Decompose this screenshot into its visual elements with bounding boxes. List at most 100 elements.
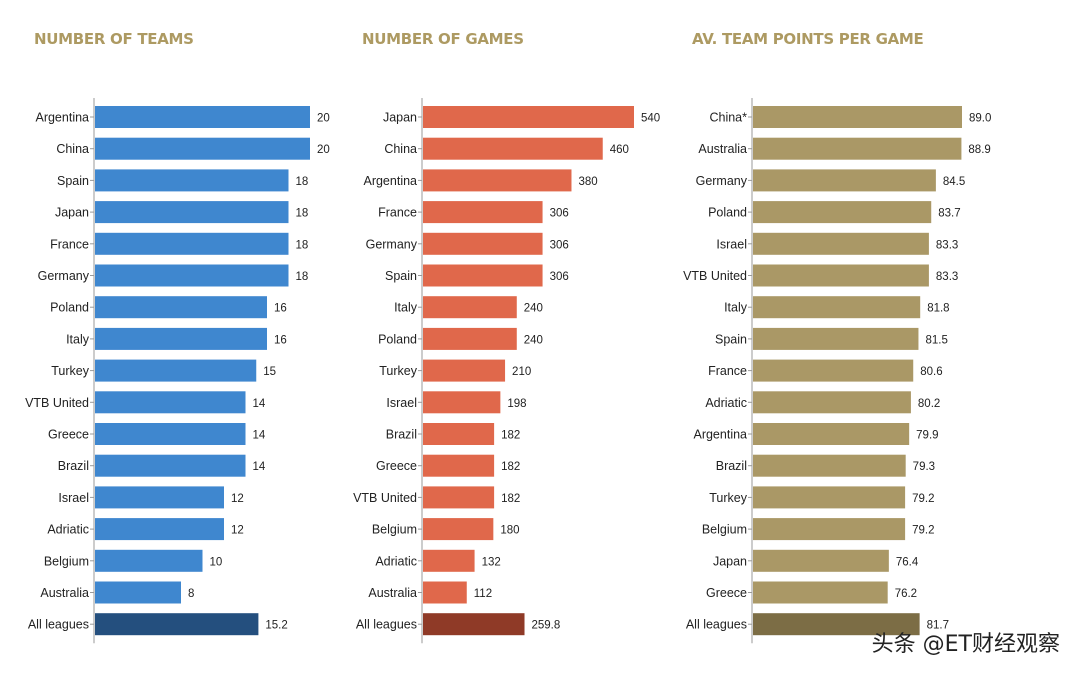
bar-games-vtb-united bbox=[423, 486, 495, 509]
value-label: 81.7 bbox=[927, 620, 949, 632]
value-label: 83.3 bbox=[936, 239, 958, 251]
value-label: 20 bbox=[317, 144, 330, 156]
bar-teams-greece bbox=[95, 423, 246, 445]
bar-teams-all-leagues bbox=[95, 613, 259, 636]
bar-points-brazil bbox=[753, 454, 906, 477]
bar-teams-italy bbox=[95, 327, 267, 350]
bar-teams-germany bbox=[95, 264, 289, 287]
bar-games-australia bbox=[423, 581, 467, 604]
value-label: 80.2 bbox=[918, 398, 940, 410]
bar-teams-israel bbox=[95, 486, 224, 509]
category-label: Brazil bbox=[58, 459, 89, 473]
bar-games-all-leagues bbox=[423, 613, 525, 636]
category-label: Belgium bbox=[44, 554, 89, 568]
category-label: France bbox=[50, 237, 89, 251]
bar-games-france bbox=[423, 201, 543, 224]
category-label: Poland bbox=[708, 206, 747, 220]
bar-points-japan bbox=[753, 549, 889, 572]
category-label: Adriatic bbox=[47, 523, 89, 537]
value-label: 240 bbox=[524, 334, 543, 346]
bar-games-greece bbox=[423, 454, 495, 477]
bar-points-argentina bbox=[753, 423, 910, 445]
value-label: 76.2 bbox=[895, 588, 917, 600]
bar-points-australia bbox=[753, 137, 962, 160]
category-label: China* bbox=[709, 111, 747, 125]
bar-points-italy bbox=[753, 296, 921, 319]
category-label: Greece bbox=[48, 428, 89, 442]
category-label: France bbox=[708, 364, 747, 378]
watermark-text: 头条 @ET财经观察 bbox=[871, 632, 1060, 657]
category-label: Spain bbox=[385, 269, 417, 283]
value-label: 306 bbox=[550, 208, 569, 220]
bar-teams-brazil bbox=[95, 454, 246, 477]
value-label: 14 bbox=[253, 430, 266, 442]
category-label: Argentina bbox=[693, 428, 747, 442]
bar-teams-japan bbox=[95, 201, 289, 224]
value-label: 16 bbox=[274, 303, 287, 315]
bar-teams-adriatic bbox=[95, 518, 224, 541]
bar-teams-china bbox=[95, 137, 310, 160]
category-label: Japan bbox=[55, 206, 89, 220]
category-label: Spain bbox=[715, 332, 747, 346]
value-label: 182 bbox=[501, 461, 520, 473]
bar-games-italy bbox=[423, 296, 517, 319]
bar-games-turkey bbox=[423, 359, 506, 382]
bar-games-israel bbox=[423, 391, 501, 414]
category-label: Israel bbox=[386, 396, 417, 410]
value-label: 83.7 bbox=[938, 208, 960, 220]
value-label: 182 bbox=[501, 493, 520, 505]
category-label: All leagues bbox=[28, 618, 89, 632]
value-label: 81.8 bbox=[927, 303, 949, 315]
bar-teams-france bbox=[95, 232, 289, 255]
bar-points-china bbox=[753, 106, 962, 128]
chart-title-points: AV. TEAM POINTS PER GAME bbox=[692, 30, 924, 48]
bar-points-germany bbox=[753, 169, 936, 192]
value-label: 306 bbox=[550, 271, 569, 283]
value-label: 380 bbox=[578, 176, 597, 188]
value-label: 14 bbox=[253, 461, 266, 473]
value-label: 540 bbox=[641, 113, 660, 125]
category-label: Brazil bbox=[716, 459, 747, 473]
value-label: 15.2 bbox=[265, 620, 287, 632]
category-label: All leagues bbox=[356, 618, 417, 632]
bar-points-all-leagues bbox=[753, 613, 920, 636]
category-label: VTB United bbox=[25, 396, 89, 410]
bar-games-japan bbox=[423, 106, 634, 128]
bar-games-brazil bbox=[423, 423, 495, 445]
bar-teams-poland bbox=[95, 296, 267, 319]
category-label: Israel bbox=[58, 491, 89, 505]
value-label: 76.4 bbox=[896, 556, 919, 568]
category-label: All leagues bbox=[686, 618, 747, 632]
value-label: 79.3 bbox=[913, 461, 935, 473]
value-label: 182 bbox=[501, 430, 520, 442]
value-label: 198 bbox=[507, 398, 526, 410]
value-label: 132 bbox=[482, 556, 501, 568]
bar-teams-argentina bbox=[95, 106, 310, 128]
category-label: Germany bbox=[366, 237, 418, 251]
category-label: Germany bbox=[38, 269, 90, 283]
bar-games-argentina bbox=[423, 169, 572, 192]
bar-points-spain bbox=[753, 327, 919, 350]
category-label: Italy bbox=[66, 332, 90, 346]
value-label: 112 bbox=[474, 588, 492, 600]
category-label: Turkey bbox=[709, 491, 747, 505]
category-label: Italy bbox=[394, 301, 418, 315]
chart-title-games: NUMBER OF GAMES bbox=[362, 30, 524, 48]
category-label: Japan bbox=[383, 111, 417, 125]
bar-games-belgium bbox=[423, 518, 494, 541]
value-label: 306 bbox=[550, 239, 569, 251]
bar-games-germany bbox=[423, 232, 543, 255]
bar-teams-belgium bbox=[95, 549, 203, 572]
value-label: 460 bbox=[610, 144, 629, 156]
value-label: 16 bbox=[274, 334, 287, 346]
value-label: 210 bbox=[512, 366, 531, 378]
value-label: 84.5 bbox=[943, 176, 965, 188]
value-label: 18 bbox=[296, 239, 309, 251]
value-label: 18 bbox=[296, 208, 309, 220]
category-label: Turkey bbox=[51, 364, 89, 378]
category-label: Poland bbox=[378, 332, 417, 346]
value-label: 8 bbox=[188, 588, 194, 600]
category-label: Poland bbox=[50, 301, 89, 315]
category-label: France bbox=[378, 206, 417, 220]
